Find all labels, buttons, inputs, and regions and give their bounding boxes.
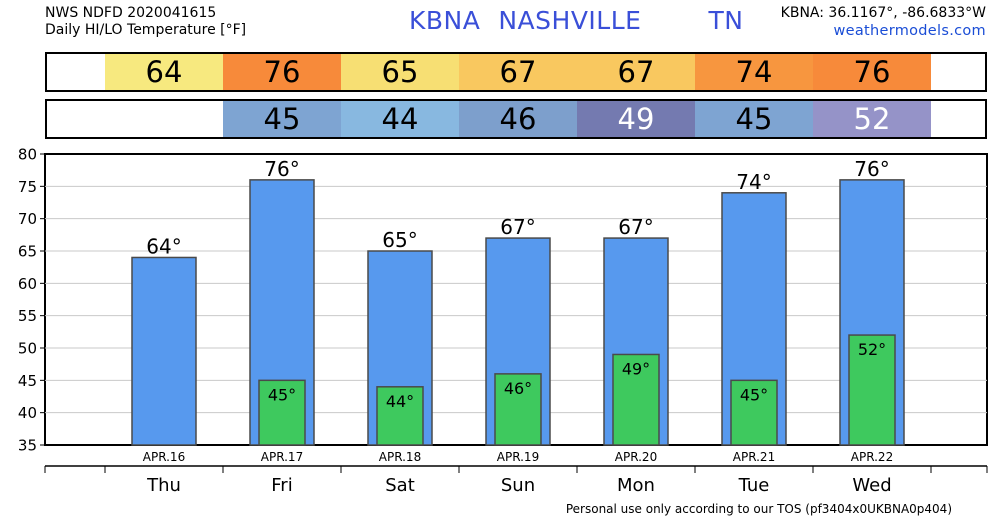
model-run-label: NWS NDFD 2020041615 [45,5,217,21]
y-tick-label: 60 [18,275,37,293]
date-label: APR.20 [615,450,657,464]
lo-cell: 49 [577,101,695,137]
lo-value-label: 45° [268,385,296,404]
station-title: KBNA NASHVILLE TN [409,6,743,35]
hi-cell: 67 [577,54,695,90]
y-tick-label: 70 [18,210,37,228]
hi-value-label: 65° [382,228,417,252]
day-label: Wed [852,475,891,496]
footer-note: Personal use only according to our TOS (… [565,502,952,516]
lo-cell: 46 [459,101,577,137]
hi-value-label: 76° [264,157,299,181]
day-label: Sat [385,475,415,496]
lo-cell: 45 [695,101,813,137]
lo-cell: 44 [341,101,459,137]
y-tick-label: 80 [18,146,37,164]
station-name: NASHVILLE [498,6,642,35]
product-label: Daily HI/LO Temperature [°F] [45,22,247,38]
day-label: Thu [146,475,181,496]
day-label: Sun [501,475,535,496]
lo-cell: 45 [223,101,341,137]
date-label: APR.16 [143,450,185,464]
hi-cell: 76 [813,54,931,90]
station-coords: KBNA: 36.1167°, -86.6833°W [780,5,986,21]
y-tick-label: 45 [18,372,37,390]
lo-value-label: 52° [858,340,886,359]
lo-bar [376,386,424,446]
y-tick-label: 55 [18,307,37,325]
y-tick-label: 75 [18,178,37,196]
hi-value-label: 64° [146,234,181,258]
hi-cell: 65 [341,54,459,90]
date-label: APR.21 [733,450,775,464]
lo-value-label: 46° [504,379,532,398]
hi-temperature-strip: 64 76 65 67 67 74 76 [45,52,987,92]
date-label: APR.19 [497,450,539,464]
y-tick-label: 35 [18,437,37,455]
y-tick-label: 50 [18,340,37,358]
station-state: TN [708,6,744,35]
header-info: NWS NDFD 2020041615 Daily HI/LO Temperat… [45,5,246,39]
station-id: KBNA [409,6,481,35]
date-label: APR.22 [851,450,893,464]
date-label: APR.17 [261,450,303,464]
y-tick-label: 65 [18,243,37,261]
site-link[interactable]: weathermodels.com [833,23,986,39]
lo-value-label: 49° [622,359,650,378]
hi-value-label: 67° [500,215,535,239]
hi-cell: 64 [105,54,223,90]
lo-value-label: 44° [386,392,414,411]
hi-value-label: 74° [736,170,771,194]
hi-cell: 76 [223,54,341,90]
lo-bar [848,334,896,446]
lo-bar [258,379,306,446]
hi-cell: 67 [459,54,577,90]
lo-bar [730,379,778,446]
day-label: Mon [617,475,655,496]
date-label: APR.18 [379,450,421,464]
y-tick-label: 40 [18,404,37,422]
header-right: KBNA: 36.1167°, -86.6833°W weathermodels… [781,5,986,40]
hi-bar [131,256,197,446]
lo-temperature-strip: 45 44 46 49 45 52 [45,99,987,139]
day-label: Tue [738,475,770,496]
lo-cell: 52 [813,101,931,137]
hi-cell: 74 [695,54,813,90]
hi-value-label: 76° [854,157,889,181]
lo-bar [494,373,542,446]
day-label: Fri [271,475,292,496]
lo-bar [612,353,660,446]
lo-value-label: 45° [740,385,768,404]
hi-value-label: 67° [618,215,653,239]
